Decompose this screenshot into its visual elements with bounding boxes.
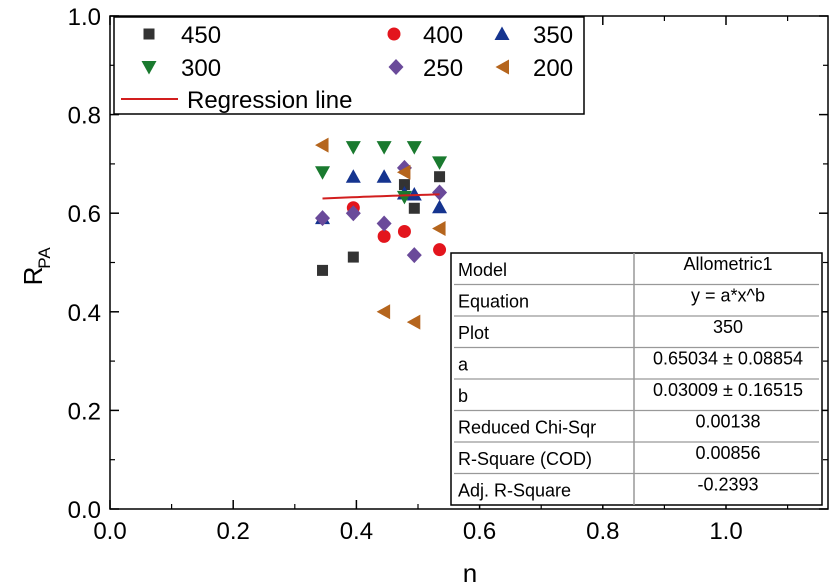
fit-table-value: y = a*x^b: [691, 285, 765, 305]
y-tick-label: 1.0: [68, 4, 101, 31]
legend-label-450: 450: [181, 22, 221, 49]
legend-marker-400: [387, 27, 401, 41]
fit-table-value: Allometric1: [683, 254, 772, 274]
data-point-200: [376, 304, 391, 320]
legend-marker-300: [141, 61, 157, 75]
data-point-300: [406, 141, 422, 155]
fit-table-value: 0.65034 ± 0.08854: [653, 348, 803, 368]
data-point-200: [406, 314, 421, 330]
y-axis-label: R PA: [18, 247, 54, 286]
data-point-400: [377, 229, 391, 243]
fit-table-label: Reduced Chi-Sqr: [458, 417, 596, 437]
data-point-250: [345, 205, 361, 222]
data-point-450: [434, 171, 446, 183]
data-point-200: [315, 137, 329, 153]
y-tick-label: 0.0: [68, 497, 101, 524]
data-point-250: [432, 184, 448, 201]
fit-table-value: -0.2393: [697, 474, 758, 494]
fit-table-label: Model: [458, 260, 507, 280]
y-axis-label-main: R: [18, 267, 48, 286]
y-tick-label: 0.2: [68, 398, 101, 425]
data-point-250: [406, 247, 422, 264]
x-tick-label: 1.0: [709, 518, 742, 545]
data-point-450: [317, 264, 329, 276]
data-point-350: [376, 169, 392, 183]
legend-label-400: 400: [423, 22, 463, 49]
data-point-350: [406, 186, 422, 201]
fit-results-table: Model Allometric1 Equation y = a*x^b Plot 350…: [450, 252, 823, 506]
data-point-200: [432, 220, 446, 236]
fit-table-value: 0.00138: [695, 411, 760, 431]
legend: 450 400 350 300 250 200 Regression line: [113, 16, 585, 115]
data-point-250: [315, 210, 331, 227]
x-axis-label: n: [463, 558, 477, 586]
fit-table-value: 350: [713, 317, 743, 337]
fit-table-value: 0.00856: [695, 443, 760, 463]
fit-table-label: a: [458, 354, 469, 374]
y-tick-label: 0.8: [68, 103, 101, 130]
legend-label-250: 250: [423, 55, 463, 82]
legend-label-regression: Regression line: [187, 87, 352, 114]
data-point-300: [345, 141, 361, 155]
data-point-300: [315, 166, 331, 180]
fit-table-value: 0.03009 ± 0.16515: [653, 380, 803, 400]
y-tick-label: 0.6: [68, 201, 101, 228]
fit-table-label: b: [458, 386, 468, 406]
data-point-400: [397, 224, 411, 238]
regression-line: [322, 193, 440, 200]
fit-table-label: Adj. R-Square: [458, 480, 571, 500]
data-point-200: [396, 164, 411, 180]
y-axis-label-subscript: PA: [35, 247, 54, 269]
legend-marker-450: [143, 28, 155, 40]
data-point-450: [408, 202, 420, 214]
data-point-450: [398, 179, 410, 191]
fit-table-label: Plot: [458, 323, 489, 343]
y-tick-label: 0.4: [68, 300, 101, 327]
x-tick-label: 0.8: [586, 518, 619, 545]
data-point-450: [347, 251, 359, 263]
legend-marker-350: [494, 26, 510, 40]
legend-marker-250: [388, 59, 404, 75]
x-tick-label: 0.0: [93, 518, 126, 545]
legend-label-300: 300: [181, 55, 221, 82]
x-tick-label: 0.4: [340, 518, 373, 545]
fit-table-label: Equation: [458, 291, 529, 311]
legend-label-350: 350: [533, 22, 573, 49]
data-point-250: [376, 215, 392, 232]
data-point-350: [432, 199, 448, 214]
x-tick-label: 0.2: [217, 518, 250, 545]
fit-table-label: R-Square (COD): [458, 449, 592, 469]
data-point-300: [376, 141, 392, 155]
x-tick-label: 0.6: [463, 518, 496, 545]
legend-marker-200: [495, 59, 509, 75]
legend-label-200: 200: [533, 55, 573, 82]
data-point-300: [432, 156, 448, 170]
data-point-350: [345, 169, 361, 183]
data-point-400: [433, 243, 447, 257]
data-marks: [315, 137, 448, 330]
